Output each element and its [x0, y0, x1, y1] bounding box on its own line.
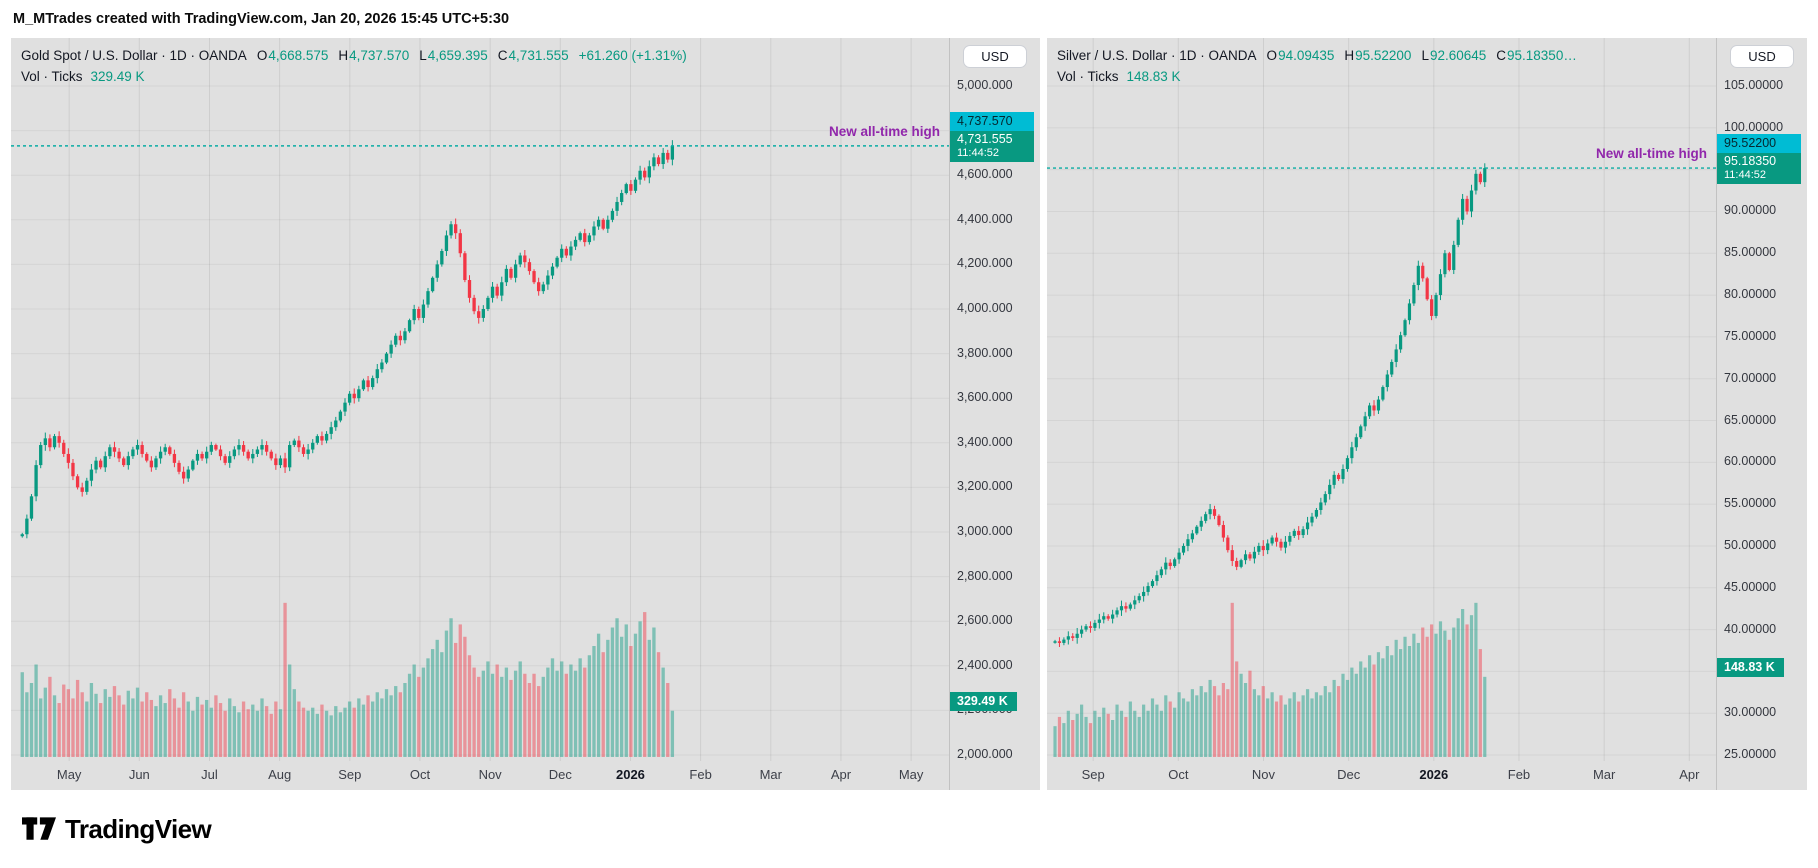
y-axis-tick: 2,600.000 — [957, 613, 1013, 628]
y-axis-tick: 55.00000 — [1724, 496, 1777, 511]
gold-plot-area[interactable]: May Jun Jul Aug Sep Oct Nov Dec 2026 Feb Mar Apr May… — [11, 38, 949, 790]
svg-text:Feb: Feb — [1508, 767, 1530, 782]
volume-indicator-label[interactable]: Vol · Ticks — [21, 69, 83, 84]
y-axis-tick: 3,000.000 — [957, 524, 1013, 538]
y-axis-tick: 70.00000 — [1724, 370, 1777, 385]
svg-text:Dec: Dec — [549, 767, 573, 782]
high-price-label: 4,737.570 — [950, 111, 1034, 131]
new-ath-annotation: New all-time high — [828, 123, 940, 139]
ohlc-high: H95.52200 — [1344, 48, 1412, 63]
y-axis-tick: 85.00000 — [1724, 245, 1777, 260]
svg-text:Dec: Dec — [1337, 767, 1361, 782]
y-axis-tick: 65.00000 — [1724, 412, 1777, 427]
svg-text:May: May — [899, 767, 924, 782]
silver-plot-area[interactable]: Sep Oct Nov Dec 2026 Feb Mar Apr Silver / U.S. … — [1047, 38, 1716, 790]
symbol-title[interactable]: Silver / U.S. Dollar · 1D · OANDA — [1057, 48, 1257, 63]
y-axis-tick: 2,800.000 — [957, 568, 1013, 583]
charts-container: May Jun Jul Aug Sep Oct Nov Dec 2026 Feb Mar Apr May… — [0, 38, 1818, 790]
svg-text:2026: 2026 — [1419, 767, 1448, 782]
volume-indicator-label[interactable]: Vol · Ticks — [1057, 69, 1119, 84]
svg-text:Sep: Sep — [1082, 767, 1105, 782]
volume-axis-label: 148.83 K — [1717, 657, 1784, 677]
chart-legend: Silver / U.S. Dollar · 1D · OANDA O94.09… — [1057, 45, 1587, 87]
tradingview-logo-icon[interactable] — [22, 815, 56, 843]
svg-text:May: May — [57, 767, 82, 782]
y-axis-tick: 100.00000 — [1724, 119, 1784, 134]
volume-indicator-value: 329.49 K — [90, 69, 145, 84]
footer: TradingView — [0, 790, 1818, 868]
chart-legend: Gold Spot / U.S. Dollar · 1D · OANDA O4,… — [21, 45, 687, 87]
svg-text:Aug: Aug — [268, 767, 291, 782]
svg-text:Apr: Apr — [831, 767, 852, 782]
currency-button[interactable]: USD — [1730, 45, 1794, 68]
svg-text:Nov: Nov — [1252, 767, 1276, 782]
attribution-bar: M_MTrades created with TradingView.com, … — [0, 0, 1818, 38]
gold-candlestick-chart[interactable]: May Jun Jul Aug Sep Oct Nov Dec 2026 Feb Mar Apr May — [11, 38, 949, 790]
ohlc-open: O94.09435 — [1266, 48, 1335, 63]
currency-button[interactable]: USD — [963, 45, 1027, 68]
y-axis-tick: 45.00000 — [1724, 579, 1777, 594]
y-axis-tick: 60.00000 — [1724, 454, 1777, 469]
y-axis-tick: 30.00000 — [1724, 705, 1777, 720]
close-price-value: 4,731.555 — [957, 131, 1013, 146]
ohlc-close: C4,731.555 — [497, 48, 569, 63]
y-axis-tick: 50.00000 — [1724, 537, 1777, 552]
y-axis-tick: 25.00000 — [1724, 747, 1777, 761]
attribution-text: M_MTrades created with TradingView.com, … — [13, 11, 510, 27]
svg-text:Oct: Oct — [1168, 767, 1189, 782]
svg-text:Jun: Jun — [129, 767, 150, 782]
silver-chart-panel: Sep Oct Nov Dec 2026 Feb Mar Apr Silver / U.S. … — [1047, 38, 1807, 790]
silver-candlestick-chart[interactable]: Sep Oct Nov Dec 2026 Feb Mar Apr — [1047, 38, 1716, 790]
y-axis-tick: 4,400.000 — [957, 211, 1013, 226]
gold-chart-panel: May Jun Jul Aug Sep Oct Nov Dec 2026 Feb Mar Apr May… — [11, 38, 1040, 790]
bar-countdown: 11:44:52 — [1724, 169, 1767, 182]
y-axis-tick: 4,200.000 — [957, 256, 1013, 271]
y-axis-tick: 2,000.000 — [957, 747, 1013, 761]
volume-indicator-value: 148.83 K — [1126, 69, 1181, 84]
y-axis-tick: 3,800.000 — [957, 345, 1013, 360]
new-ath-annotation: New all-time high — [1595, 146, 1707, 162]
y-axis-tick: 105.00000 — [1724, 78, 1784, 92]
y-axis-tick: 90.00000 — [1724, 203, 1777, 218]
change-value: +61.260 (+1.31%) — [578, 48, 687, 63]
svg-text:Jul: Jul — [201, 767, 218, 782]
price-axis[interactable]: USD 95.52200 95.18350 11:44:52 148.83 K … — [1716, 38, 1807, 790]
close-price-value: 95.18350 — [1724, 154, 1777, 169]
ohlc-low: L92.60645 — [1421, 48, 1487, 63]
y-axis-tick: 3,600.000 — [957, 390, 1013, 405]
y-axis-tick: 3,200.000 — [957, 479, 1013, 494]
ohlc-low: L4,659.395 — [419, 48, 488, 63]
y-axis-tick: 75.00000 — [1724, 328, 1777, 343]
svg-text:Mar: Mar — [1593, 767, 1616, 782]
bar-countdown: 11:44:52 — [957, 146, 1000, 159]
volume-axis-label: 329.49 K — [950, 691, 1017, 711]
y-axis-tick: 4,000.000 — [957, 301, 1013, 315]
ohlc-open: O4,668.575 — [256, 48, 329, 63]
y-axis-tick: 80.00000 — [1724, 287, 1777, 302]
high-price-label: 95.52200 — [1717, 134, 1801, 154]
ohlc-high: H4,737.570 — [338, 48, 410, 63]
y-axis-tick: 2,400.000 — [957, 657, 1013, 672]
svg-text:Oct: Oct — [410, 767, 431, 782]
y-axis-tick: 3,400.000 — [957, 434, 1013, 449]
svg-text:Feb: Feb — [689, 767, 711, 782]
price-axis[interactable]: USD 4,737.570 4,731.555 11:44:52 329.49 … — [949, 38, 1040, 790]
svg-text:Nov: Nov — [479, 767, 503, 782]
svg-text:Sep: Sep — [338, 767, 361, 782]
symbol-title[interactable]: Gold Spot / U.S. Dollar · 1D · OANDA — [21, 48, 247, 63]
svg-text:Mar: Mar — [760, 767, 783, 782]
svg-text:Apr: Apr — [1679, 767, 1700, 782]
y-axis-tick: 40.00000 — [1724, 621, 1777, 636]
y-axis-tick: 5,000.000 — [957, 78, 1013, 92]
close-price-label: 95.18350 11:44:52 — [1717, 153, 1801, 185]
y-axis-tick: 4,600.000 — [957, 167, 1013, 182]
tradingview-wordmark[interactable]: TradingView — [65, 813, 212, 844]
ohlc-close: C95.18350… — [1496, 48, 1577, 63]
close-price-label: 4,731.555 11:44:52 — [950, 130, 1034, 162]
svg-text:2026: 2026 — [616, 767, 645, 782]
